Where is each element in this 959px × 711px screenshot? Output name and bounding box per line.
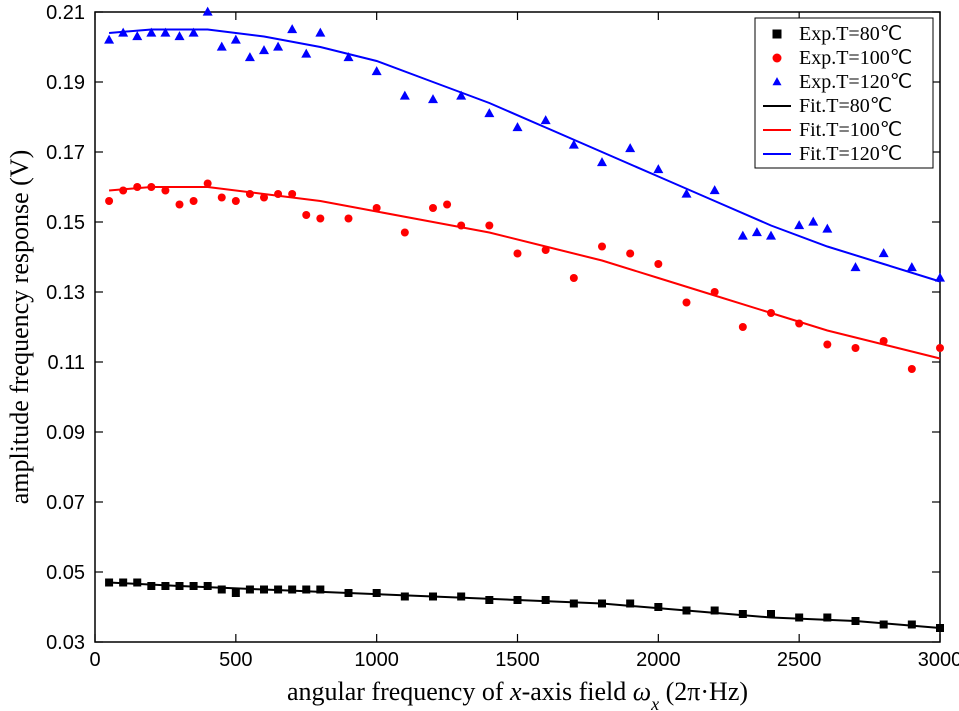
y-tick-label: 0.07	[46, 492, 85, 514]
legend-label: Fit.T=100℃	[799, 119, 902, 141]
y-tick-label: 0.15	[46, 212, 85, 234]
y-axis-title: amplitude frequency response (V)	[5, 150, 34, 504]
y-tick-label: 0.03	[46, 632, 85, 654]
x-tick-label: 2500	[777, 649, 822, 671]
y-tick-label: 0.05	[46, 562, 85, 584]
chart-container: 0 500 1000 1500 2000 2500 3000 0.03 0.05 0.07 0.09…	[0, 0, 959, 711]
y-tick-label: 0.19	[46, 72, 85, 94]
y-tick-label: 0.17	[46, 142, 85, 164]
x-axis-title: angular frequency of x-axis field ωx (2π…	[287, 677, 748, 711]
legend-label: Fit.T=80℃	[799, 95, 892, 117]
legend-label: Fit.T=120℃	[799, 143, 902, 165]
y-tick-label: 0.21	[46, 2, 85, 24]
legend-label: Exp.T=80℃	[799, 23, 902, 45]
fit-line	[109, 187, 940, 359]
y-tick-label: 0.13	[46, 282, 85, 304]
y-tick-label: 0.09	[46, 422, 85, 444]
scatter-series	[105, 579, 944, 633]
x-tick-label: 3000	[918, 649, 959, 671]
x-tick-label: 1000	[354, 649, 399, 671]
scatter-series	[105, 180, 944, 374]
y-tick-label: 0.11	[48, 352, 85, 374]
chart-svg: 0 500 1000 1500 2000 2500 3000 0.03 0.05 0.07 0.09…	[0, 0, 959, 711]
legend-label: Exp.T=120℃	[799, 71, 912, 93]
x-tick-label: 1500	[495, 649, 540, 671]
x-tick-label: 500	[219, 649, 252, 671]
legend-label: Exp.T=100℃	[799, 47, 912, 69]
x-tick-label: 2000	[636, 649, 681, 671]
x-tick-label: 0	[89, 649, 100, 671]
